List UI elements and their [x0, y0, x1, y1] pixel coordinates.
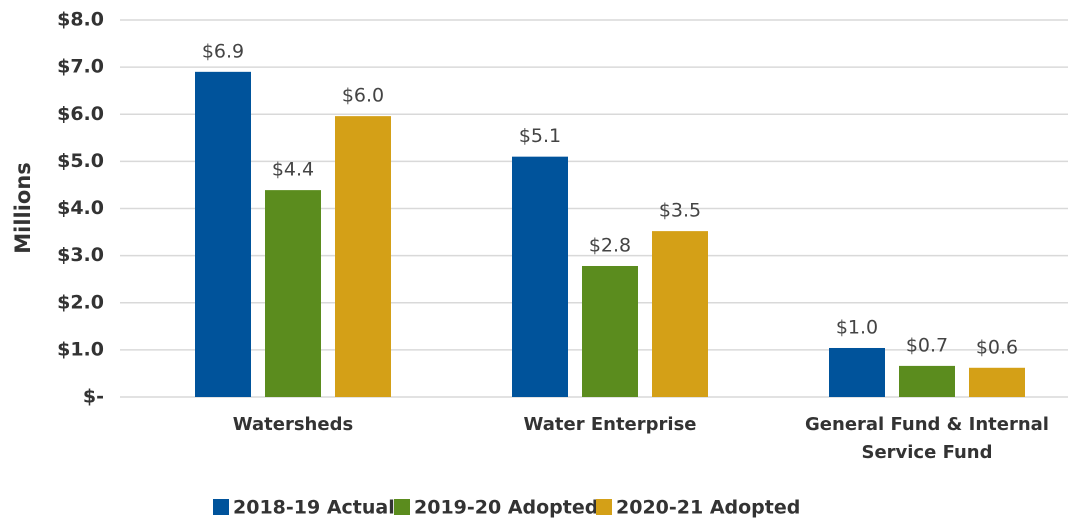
value-label: $0.7	[906, 334, 948, 356]
bar	[652, 231, 708, 397]
y-tick-label: $4.0	[57, 197, 104, 219]
value-label: $2.8	[589, 234, 631, 256]
x-tick-label: Water Enterprise	[523, 414, 697, 435]
value-label: $5.1	[519, 125, 561, 147]
legend-label: 2019-20 Adopted	[414, 497, 598, 519]
y-tick-label: $1.0	[57, 338, 104, 360]
x-tick-label-box: Watersheds	[232, 414, 354, 435]
y-tick-label: $-	[83, 386, 104, 408]
y-axis-label: Millions	[11, 162, 35, 254]
x-tick-label: General Fund & Internal Service Fund	[805, 414, 1049, 463]
bar	[899, 365, 955, 397]
x-tick-label: Watersheds	[232, 414, 354, 435]
bar	[969, 367, 1025, 397]
value-label: $1.0	[836, 316, 878, 338]
legend-swatch	[394, 499, 410, 515]
y-tick-label: $8.0	[57, 9, 104, 31]
y-tick-label: $5.0	[57, 150, 104, 172]
bar	[512, 156, 568, 397]
legend-label: 2018-19 Actual	[233, 497, 395, 519]
bar	[829, 347, 885, 397]
y-tick-label: $6.0	[57, 103, 104, 125]
bar	[335, 116, 391, 397]
bar	[265, 190, 321, 397]
y-tick-label: $3.0	[57, 244, 104, 266]
x-tick-label-box: Water Enterprise	[523, 414, 697, 435]
value-label: $0.6	[976, 336, 1018, 358]
legend-swatch	[596, 499, 612, 515]
value-label: $6.9	[202, 40, 244, 62]
value-label: $6.0	[342, 85, 384, 107]
bar	[582, 265, 638, 397]
x-tick-label-box: General Fund & Internal Service Fund	[805, 414, 1049, 463]
y-tick-label: $2.0	[57, 291, 104, 313]
bar	[195, 71, 251, 398]
value-label: $3.5	[659, 200, 701, 222]
legend-swatch	[213, 499, 229, 515]
value-label: $4.4	[272, 159, 314, 181]
legend-label: 2020-21 Adopted	[616, 497, 800, 519]
y-tick-label: $7.0	[57, 56, 104, 78]
